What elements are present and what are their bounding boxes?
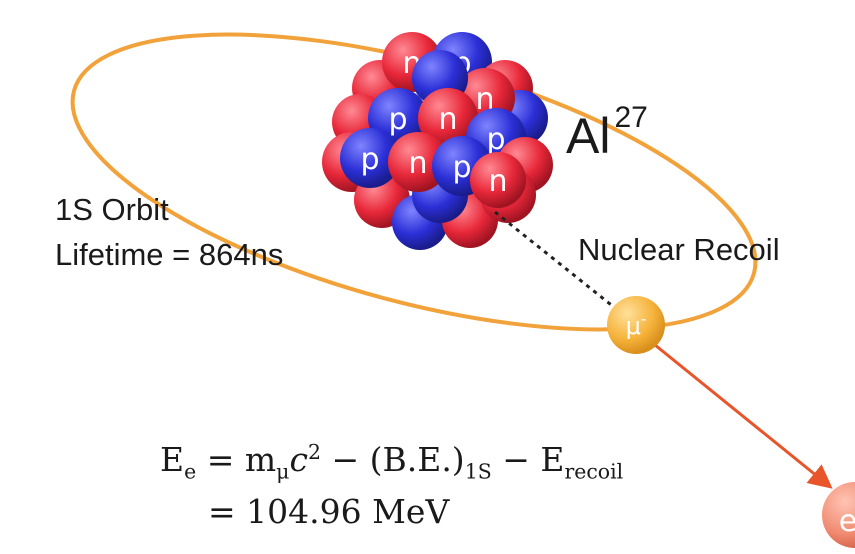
neutron (470, 152, 526, 208)
neutron (418, 88, 478, 148)
proton-label: p (486, 122, 505, 157)
proton-label: p (452, 150, 471, 185)
element-symbol: Al (566, 108, 611, 164)
energy-subscript: e (184, 459, 197, 484)
equals-sign: = (206, 440, 235, 479)
proton-label: p (360, 142, 379, 177)
nuclear-recoil-label: Nuclear Recoil (578, 232, 780, 267)
nucleus: npnpnppnpn (322, 32, 553, 250)
neutron-label: n (438, 102, 457, 137)
neutron-label: n (475, 82, 494, 117)
muon-symbol: μ (626, 312, 641, 340)
neutron (388, 132, 448, 192)
binding-energy-subscript: 1S (464, 459, 492, 484)
mass-number: 27 (614, 101, 648, 134)
recoil-energy-subscript: recoil (564, 459, 624, 484)
c-exponent: 2 (307, 440, 321, 464)
electron-arrow (654, 343, 833, 489)
energy-value: 104.96 (246, 492, 362, 531)
muon-particle (607, 296, 665, 354)
proton-label: p (388, 102, 407, 137)
binding-energy: (B.E.) (369, 440, 465, 479)
mass-subscript: μ (276, 459, 290, 484)
proton (340, 128, 400, 188)
minus-sign-2: − (502, 440, 530, 479)
element-label: Al 27 (566, 88, 648, 166)
equals-sign-2: = (208, 492, 236, 531)
electron-label: e (839, 504, 855, 539)
energy-symbol: E (160, 440, 185, 479)
muon-charge: - (641, 310, 646, 328)
mass-symbol: m (244, 440, 277, 479)
neutron-label: n (488, 164, 507, 199)
energy-unit: MeV (372, 492, 450, 531)
muon-label: μ- (626, 310, 647, 340)
c-symbol: c (289, 440, 308, 479)
neutron-label: n (408, 146, 427, 181)
electron-particle (822, 482, 855, 548)
equation-line-2: = 104.96 MeV (208, 492, 449, 531)
lifetime-label: Lifetime = 864ns (55, 237, 284, 272)
orbit-label: 1S Orbit (55, 192, 169, 227)
recoil-energy-symbol: E (540, 440, 565, 479)
minus-sign-1: − (331, 440, 360, 479)
equation-line-1: Ee = mμc2 − (B.E.)1S − Erecoil (160, 440, 623, 484)
